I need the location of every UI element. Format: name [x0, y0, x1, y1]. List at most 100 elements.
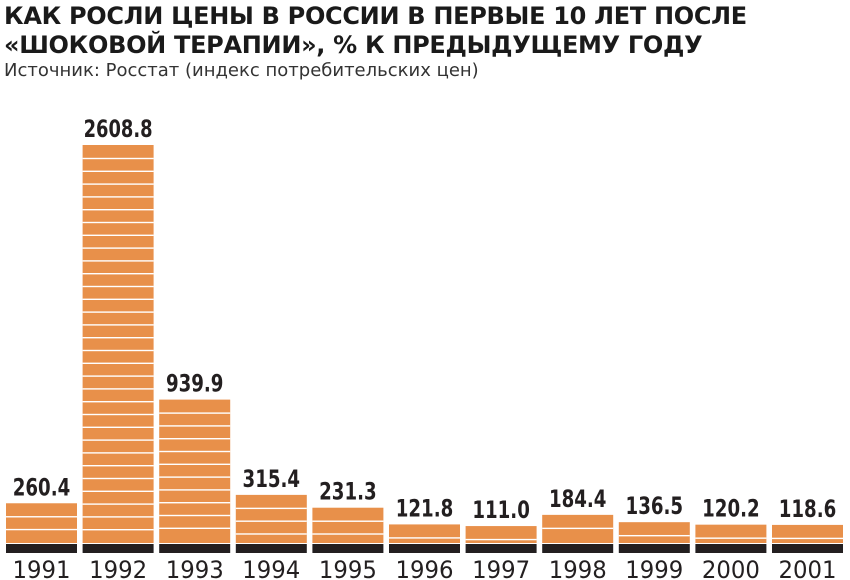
bar-base-1998	[542, 544, 614, 553]
bar-stripe	[159, 425, 231, 427]
bar-base-1992	[82, 544, 154, 553]
bar-group-1994: 315.4 1994	[235, 465, 307, 580]
bar-1991	[6, 503, 77, 543]
bar-stripe	[82, 260, 154, 262]
bar-stripe	[82, 439, 154, 441]
bar-1992	[82, 145, 154, 543]
bar-stripe	[82, 196, 154, 198]
bar-stripe	[82, 490, 154, 492]
bar-stripe	[82, 209, 154, 211]
bar-stripe	[312, 520, 384, 522]
bar-stripe	[235, 533, 307, 535]
value-label-2001: 118.6	[779, 495, 837, 523]
x-tick-label-1996: 1996	[396, 556, 454, 580]
bar-stripe	[82, 388, 154, 390]
bar-stripe	[82, 426, 154, 428]
bar-group-2001: 118.6 2001	[772, 495, 843, 580]
bar-stripe	[82, 247, 154, 249]
bar-stripe	[82, 477, 154, 480]
bar-stripe	[82, 273, 154, 275]
chart-title: КАК РОСЛИ ЦЕНЫ В РОССИИ В ПЕРВЫЕ 10 ЛЕТ …	[4, 2, 844, 60]
bar-stripe	[695, 537, 767, 539]
value-label-1998: 184.4	[549, 485, 607, 513]
x-tick-label-1994: 1994	[242, 556, 300, 580]
bar-base-2001	[772, 544, 843, 553]
chart-title-line-2: «ШОКОВОЙ ТЕРАПИИ», % К ПРЕДЫДУЩЕМУ ГОДУ	[4, 31, 703, 59]
bar-stripe	[82, 362, 154, 364]
x-tick-label-1993: 1993	[166, 556, 224, 580]
bar-group-1998: 184.4 1998	[542, 485, 614, 580]
bar-1997	[465, 526, 537, 543]
bar-base-1994	[235, 544, 307, 553]
bar-group-1995: 231.3 1995	[312, 478, 384, 580]
bar-stripe	[618, 534, 690, 537]
bar-stripe	[82, 311, 154, 313]
bar-stripe	[82, 157, 154, 160]
bar-group-1991: 260.4 1991	[6, 473, 77, 580]
bar-stripe	[82, 503, 154, 505]
chart-source: Источник: Росстат (индекс потребительски…	[4, 60, 479, 81]
x-tick-label-1997: 1997	[472, 556, 530, 580]
bar-stripe	[542, 527, 614, 530]
bar-base-1997	[465, 544, 537, 553]
bar-stripe	[82, 234, 154, 236]
x-tick-label-1991: 1991	[13, 556, 71, 580]
x-tick-label-1998: 1998	[549, 556, 607, 580]
bar-group-1996: 121.8 1996	[389, 494, 460, 580]
bar-stripe	[159, 412, 231, 414]
x-tick-label-1995: 1995	[319, 556, 377, 580]
bar-stripe	[82, 452, 154, 454]
bar-stripe	[312, 533, 384, 535]
bar-group-1993: 939.9 1993	[159, 370, 231, 580]
bar-stripe	[465, 538, 537, 541]
bar-base-1993	[159, 544, 231, 553]
x-tick-label-1999: 1999	[625, 556, 683, 580]
x-tick-label-1992: 1992	[89, 556, 147, 580]
bar-stripe	[6, 516, 77, 518]
x-tick-label-2000: 2000	[702, 556, 760, 580]
value-label-1999: 136.5	[626, 492, 684, 520]
bar-stripe	[389, 537, 460, 539]
bar-stripe	[82, 183, 154, 185]
bar-stripe	[772, 537, 843, 540]
bar-stripe	[82, 324, 154, 326]
bar-base-1995	[312, 544, 384, 553]
bar-stripe	[82, 413, 154, 416]
value-label-1991: 260.4	[13, 473, 71, 501]
bar-group-1999: 136.5 1999	[618, 492, 690, 580]
x-tick-label-2001: 2001	[779, 556, 837, 580]
bar-group-1997: 111.0 1997	[465, 496, 537, 580]
bar-stripe	[82, 516, 154, 518]
bar-base-1991	[6, 544, 77, 553]
bar-1995	[312, 507, 384, 543]
bar-stripe	[159, 438, 231, 440]
value-label-2000: 120.2	[702, 495, 760, 523]
bar-stripe	[159, 489, 231, 491]
bar-stripe	[82, 298, 154, 300]
bar-stripe	[159, 450, 231, 453]
bar-base-2000	[695, 544, 767, 553]
bar-1993	[159, 399, 231, 543]
bar-stripe	[235, 520, 307, 522]
bar-stripe	[159, 502, 231, 504]
bar-base-1996	[389, 544, 460, 553]
bar-stripe	[82, 401, 154, 403]
bar-1999	[618, 522, 690, 543]
bar-stripe	[82, 170, 154, 172]
bar-stripe	[82, 221, 154, 224]
chart-title-line-1: КАК РОСЛИ ЦЕНЫ В РОССИИ В ПЕРВЫЕ 10 ЛЕТ …	[4, 2, 747, 30]
value-label-1995: 231.3	[319, 478, 377, 506]
bar-stripe	[6, 528, 77, 531]
value-label-1994: 315.4	[243, 465, 301, 493]
bar-stripe	[159, 527, 231, 530]
bar-stripe	[159, 476, 231, 478]
value-label-1996: 121.8	[396, 494, 454, 522]
bar-stripe	[159, 463, 231, 466]
bar-stripe	[82, 349, 154, 352]
bar-2001	[772, 524, 843, 543]
bar-group-2000: 120.2 2000	[695, 495, 767, 580]
bar-stripe	[159, 514, 231, 517]
bar-base-1999	[618, 544, 690, 553]
value-label-1992: 2608.8	[84, 115, 153, 143]
